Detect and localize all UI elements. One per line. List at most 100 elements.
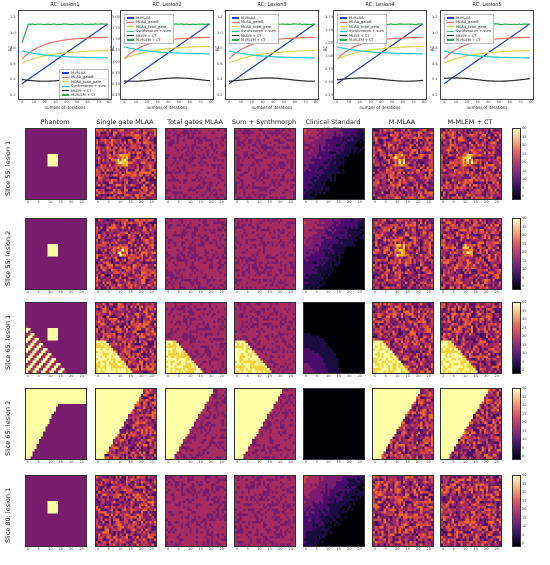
legend-label: MLAA_gateB [456,20,479,25]
x-tick-label: 5 [246,200,249,204]
reconstruction-image [235,303,295,373]
legend-entry: M-MLAA [232,16,276,20]
legend-swatch [232,35,239,37]
x-tick-label: 5 [315,460,318,464]
image-panel [25,302,87,374]
legend-label: MLAA_gateB [241,20,264,25]
x-tick-label: 10 [326,290,331,294]
y-tick-label: 1.25 [325,41,334,45]
x-tick-label: 0 [305,200,308,204]
x-tick-label: 20 [278,374,283,378]
x-tick-label: 0 [442,547,445,551]
x-tick-label: 5 [246,460,249,464]
rc-series-line [443,77,531,82]
x-tick-label: 5 [452,200,455,204]
legend-entry: Synthmorph + sum [340,29,384,33]
x-tick-label: 10 [48,460,53,464]
x-tick-label: 25 [288,460,294,464]
x-tick-label: 0 [228,100,231,104]
image-panel [440,475,502,547]
x-tick-label: 20 [484,374,489,378]
x-tick-label: 10 [188,374,193,378]
legend-entry: MLEM + CT [447,34,491,38]
legend-entry: M-MLAA [340,16,384,20]
reconstruction-image [441,303,501,373]
colorbar-tick-label: 20 [522,160,527,164]
rc-series-line [123,23,211,85]
x-tick-label: 25 [357,290,363,294]
x-tick-label: 5 [315,374,318,378]
legend-entry: MLAA_total_gate [127,25,171,29]
reconstruction-image [373,129,433,199]
x-tick-label: 30 [260,100,265,104]
x-tick-label: 0 [167,460,170,464]
legend-label: M-MLAA [349,16,364,20]
x-tick-label: 10 [326,547,331,551]
y-tick-label: 0.50 [325,80,334,84]
legend-entry: MLAA_total_gate [340,25,384,29]
x-tick-label: 0 [27,200,30,204]
legend-entry: M-MLEM + CT [447,38,491,42]
x-tick-label: 20 [416,290,421,294]
x-tick-label: 5 [315,547,318,551]
x-tick-label: 25 [357,200,363,204]
image-panel [440,128,502,200]
legend-swatch [62,85,69,87]
x-tick-label: 0 [442,460,445,464]
image-panel [95,475,157,547]
x-tick-label: 20 [69,547,74,551]
x-tick-label: 20 [347,547,352,551]
x-tick-label: 20 [484,290,489,294]
colorbar-tick-label: 40 [522,216,527,220]
reconstruction-image [304,303,364,373]
x-tick-label: 0 [305,547,308,551]
x-tick-label: 5 [177,460,180,464]
x-tick-label: 20 [464,100,470,104]
x-tick-label: 50 [176,100,182,104]
x-tick-label: 25 [426,547,432,551]
x-tick-label: 40 [64,100,69,104]
x-tick-label: 25 [357,547,363,551]
reconstruction-image [441,219,501,289]
x-tick-label: 25 [149,200,155,204]
reconstruction-image [26,303,86,373]
x-tick-label: 15 [198,547,204,551]
y-tick-label: 0.6 [217,61,223,66]
x-tick-label: 50 [74,100,80,104]
colorbar-tick-label: 15 [522,168,527,173]
legend-label: M-MLEM + CT [136,38,161,43]
x-tick-label: 0 [374,374,377,378]
x-tick-label: 5 [177,547,180,551]
legend-swatch [447,39,454,41]
reconstruction-image [441,476,501,546]
rc-series-line [228,50,315,64]
x-tick-label: 15 [128,200,134,204]
rc-curves [336,23,424,85]
x-tick-label: 10 [188,290,193,294]
legend-swatch [127,26,134,28]
legend-entry: M-MLEM + CT [127,38,171,42]
image-panel [372,302,434,374]
x-tick-label: 25 [357,460,363,464]
rc-series-line [21,36,108,60]
y-tick-label: 1.2 [432,15,438,19]
legend-entry: MLAA_total_gate [447,25,491,29]
legend-swatch [62,76,69,78]
reconstruction-image [304,476,364,546]
x-tick-label: 5 [107,547,110,551]
reconstruction-image [304,129,364,199]
legend-swatch [447,30,454,32]
x-tick-label: 0 [27,290,30,294]
y-tick-label: 0.6 [10,61,16,66]
x-tick-label: 15 [405,290,411,294]
x-tick-label: 10 [257,200,262,204]
x-tick-label: 0 [236,547,239,551]
x-tick-label: 10 [463,200,468,204]
x-tick-label: 10 [118,374,123,378]
y-tick-label: 0.25 [112,93,121,97]
x-tick-label: 5 [107,460,110,464]
x-tick-label: 15 [405,547,411,551]
legend-swatch [340,21,347,23]
x-tick-label: 25 [79,200,85,204]
